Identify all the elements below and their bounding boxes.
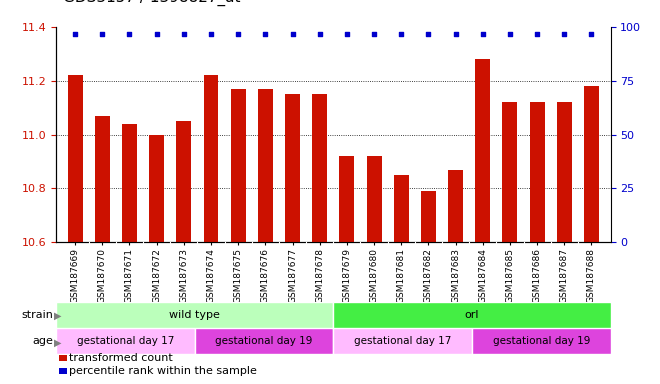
Bar — [366, 156, 381, 242]
Point — [505, 31, 515, 37]
Point — [450, 31, 461, 37]
Point — [314, 31, 325, 37]
Point — [260, 31, 271, 37]
Point — [559, 31, 570, 37]
Text: wild type: wild type — [169, 310, 220, 320]
Bar — [203, 75, 218, 242]
Text: gestational day 19: gestational day 19 — [215, 336, 313, 346]
Point — [396, 31, 407, 37]
Point — [179, 31, 189, 37]
Text: gestational day 17: gestational day 17 — [77, 336, 174, 346]
Point — [287, 31, 298, 37]
Bar — [339, 156, 354, 242]
Text: orl: orl — [465, 310, 479, 320]
Text: ▶: ▶ — [54, 337, 61, 347]
Bar — [557, 102, 572, 242]
Bar — [584, 86, 599, 242]
Bar — [502, 102, 517, 242]
Point — [532, 31, 543, 37]
Bar — [285, 94, 300, 242]
Point — [151, 31, 162, 37]
Text: strain: strain — [21, 310, 53, 320]
Point — [423, 31, 434, 37]
Bar — [472, 328, 610, 354]
Bar — [333, 302, 610, 328]
Point — [586, 31, 597, 37]
Bar — [333, 328, 472, 354]
Bar — [312, 94, 327, 242]
Bar — [448, 170, 463, 242]
Point — [70, 31, 81, 37]
Bar — [195, 328, 333, 354]
Text: percentile rank within the sample: percentile rank within the sample — [69, 366, 257, 376]
Bar — [258, 89, 273, 242]
Text: transformed count: transformed count — [69, 353, 173, 363]
Bar — [176, 121, 191, 242]
Text: age: age — [32, 336, 53, 346]
Bar — [95, 116, 110, 242]
Bar — [56, 328, 195, 354]
Point — [477, 31, 488, 37]
Bar — [122, 124, 137, 242]
Point — [342, 31, 352, 37]
Bar — [530, 102, 544, 242]
Bar — [475, 59, 490, 242]
Bar — [421, 191, 436, 242]
Text: ▶: ▶ — [54, 311, 61, 321]
Text: gestational day 19: gestational day 19 — [492, 336, 590, 346]
Point — [369, 31, 380, 37]
Point — [206, 31, 216, 37]
Text: GDS3157 / 1398827_at: GDS3157 / 1398827_at — [63, 0, 240, 6]
Text: gestational day 17: gestational day 17 — [354, 336, 451, 346]
Point — [124, 31, 135, 37]
Bar — [394, 175, 409, 242]
Bar — [231, 89, 246, 242]
Point — [233, 31, 244, 37]
Bar — [56, 302, 333, 328]
Bar — [68, 75, 82, 242]
Bar — [149, 135, 164, 242]
Point — [97, 31, 108, 37]
